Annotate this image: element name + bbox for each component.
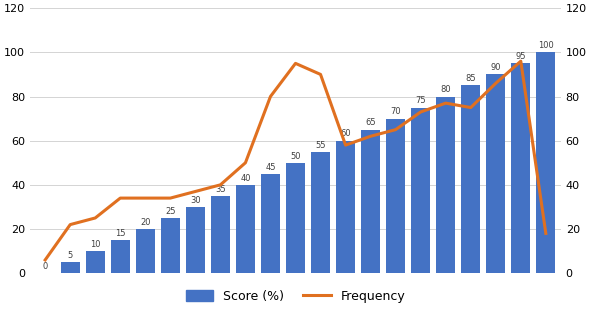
Text: 40: 40 — [240, 174, 251, 183]
Text: 15: 15 — [115, 229, 125, 238]
Bar — [486, 74, 505, 273]
Bar — [111, 240, 129, 273]
Bar — [136, 229, 155, 273]
Text: 50: 50 — [290, 152, 301, 160]
Text: 25: 25 — [165, 207, 176, 216]
Text: 95: 95 — [515, 52, 526, 61]
Legend: Score (%), Frequency: Score (%), Frequency — [181, 285, 410, 308]
Text: 55: 55 — [315, 140, 326, 149]
Text: 90: 90 — [491, 63, 501, 72]
Bar — [186, 207, 204, 273]
Text: 30: 30 — [190, 196, 201, 205]
Text: 35: 35 — [215, 185, 226, 194]
Bar — [236, 185, 255, 273]
Bar — [361, 130, 380, 273]
Text: 100: 100 — [538, 41, 554, 50]
Bar — [61, 262, 80, 273]
Bar — [86, 251, 105, 273]
Bar — [411, 108, 430, 273]
Bar — [261, 174, 280, 273]
Text: 65: 65 — [365, 118, 376, 127]
Text: 80: 80 — [440, 85, 451, 94]
Bar — [462, 85, 480, 273]
Bar — [511, 63, 530, 273]
Text: 45: 45 — [265, 163, 276, 171]
Text: 75: 75 — [415, 96, 426, 105]
Bar — [161, 218, 180, 273]
Text: 60: 60 — [340, 129, 351, 138]
Text: 70: 70 — [390, 107, 401, 116]
Bar — [311, 152, 330, 273]
Bar — [286, 163, 305, 273]
Text: 0: 0 — [43, 262, 48, 271]
Bar — [336, 141, 355, 273]
Bar — [537, 52, 555, 273]
Bar — [211, 196, 230, 273]
Text: 5: 5 — [67, 251, 73, 260]
Bar — [436, 96, 455, 273]
Bar — [387, 119, 405, 273]
Text: 10: 10 — [90, 240, 100, 249]
Text: 85: 85 — [466, 74, 476, 83]
Text: 20: 20 — [140, 218, 151, 227]
